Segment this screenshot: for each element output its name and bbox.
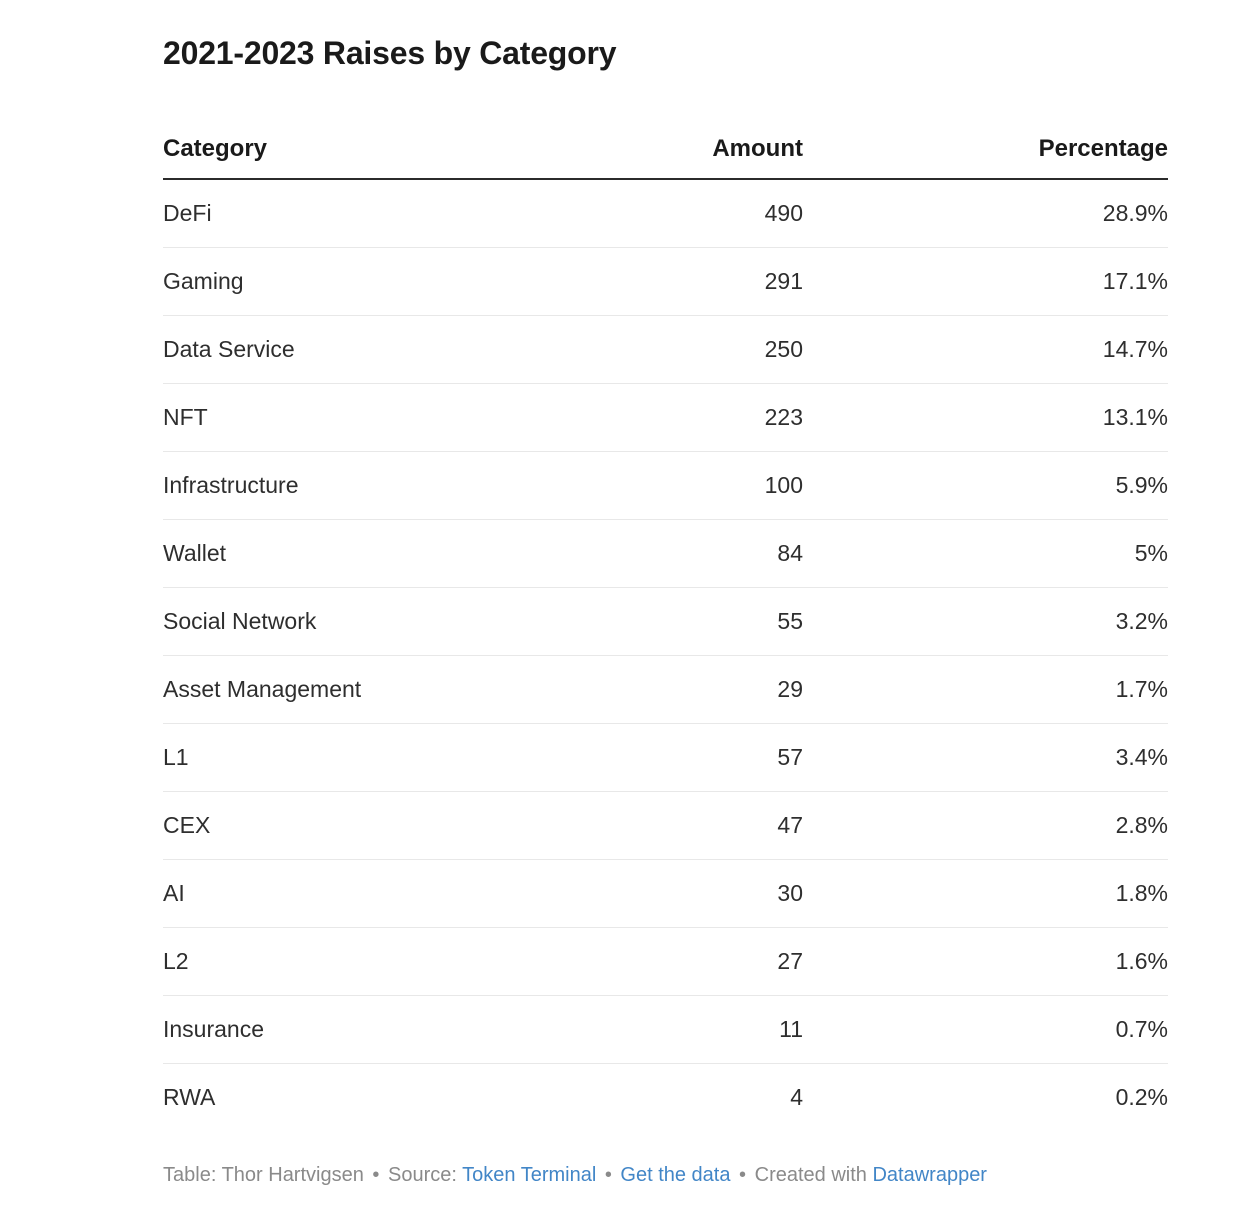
- cell-amount: 223: [603, 383, 803, 452]
- footer-bullet: •: [372, 1164, 380, 1186]
- cell-amount: 55: [603, 587, 803, 656]
- cell-category: L2: [163, 927, 603, 996]
- cell-amount: 100: [603, 451, 803, 520]
- cell-amount: 57: [603, 723, 803, 792]
- cell-amount: 27: [603, 927, 803, 996]
- cell-category: CEX: [163, 791, 603, 860]
- cell-percentage: 1.6%: [803, 927, 1168, 996]
- datawrapper-link[interactable]: Datawrapper: [872, 1164, 987, 1186]
- cell-percentage: 13.1%: [803, 383, 1168, 452]
- footer-bullet: •: [739, 1164, 747, 1186]
- footer: Table: Thor Hartvigsen • Source: Token T…: [163, 1162, 1168, 1188]
- table-header: Category Amount Percentage: [163, 120, 1168, 180]
- cell-percentage: 14.7%: [803, 315, 1168, 384]
- footer-created-with-label: Created with: [754, 1164, 867, 1186]
- cell-category: Insurance: [163, 995, 603, 1064]
- footer-source-label: Source:: [387, 1164, 457, 1186]
- table-row: Insurance 11 0.7%: [163, 995, 1168, 1064]
- cell-category: Asset Management: [163, 655, 603, 724]
- table-header-row: Category Amount Percentage: [163, 120, 1168, 180]
- cell-category: Wallet: [163, 519, 603, 588]
- cell-amount: 84: [603, 519, 803, 588]
- cell-category: Data Service: [163, 315, 603, 384]
- table-row: Asset Management 29 1.7%: [163, 655, 1168, 724]
- get-the-data-link[interactable]: Get the data: [620, 1164, 731, 1186]
- cell-amount: 29: [603, 655, 803, 724]
- table-body: DeFi 490 28.9% Gaming 291 17.1% Data Service 25…: [163, 179, 1168, 1131]
- cell-percentage: 28.9%: [803, 179, 1168, 248]
- cell-category: Infrastructure: [163, 451, 603, 520]
- table-row: NFT 223 13.1%: [163, 383, 1168, 452]
- column-header-amount: Amount: [603, 120, 803, 180]
- table-row: L1 57 3.4%: [163, 723, 1168, 792]
- cell-category: RWA: [163, 1084, 216, 1110]
- page-title: 2021-2023 Raises by Category: [163, 35, 617, 71]
- cell-percentage: 1.7%: [803, 655, 1168, 724]
- cell-category: Gaming: [163, 247, 603, 316]
- source-link[interactable]: Token Terminal: [462, 1164, 597, 1186]
- table-row: Social Network 55 3.2%: [163, 587, 1168, 656]
- table-row: Infrastructure 100 5.9%: [163, 451, 1168, 520]
- cell-percentage: 3.2%: [803, 587, 1168, 656]
- cell-category: DeFi: [163, 179, 603, 248]
- footer-bullet: •: [604, 1164, 612, 1186]
- cell-amount: 30: [603, 859, 803, 928]
- column-header-percentage: Percentage: [803, 120, 1168, 180]
- cell-amount: 47: [603, 791, 803, 860]
- cell-percentage: 17.1%: [803, 247, 1168, 316]
- table-row: Wallet 84 5%: [163, 519, 1168, 588]
- cell-category: L1: [163, 723, 603, 792]
- cell-percentage: 5.9%: [803, 451, 1168, 520]
- cell-percentage: 0.7%: [803, 995, 1168, 1064]
- cell-amount: 291: [603, 247, 803, 316]
- table-row: CEX 47 2.8%: [163, 791, 1168, 860]
- cell-category: Social Network: [163, 587, 603, 656]
- cell-category: AI: [163, 859, 603, 928]
- cell-amount: 490: [603, 179, 803, 248]
- cell-percentage: 2.8%: [803, 791, 1168, 860]
- column-header-category: Category: [163, 120, 603, 180]
- table-row: Gaming 291 17.1%: [163, 247, 1168, 316]
- cell-amount: 250: [603, 315, 803, 384]
- cell-amount: 11: [603, 995, 803, 1064]
- table-row: L2 27 1.6%: [163, 927, 1168, 996]
- cell-percentage: 1.8%: [803, 859, 1168, 928]
- cell-percentage: 0.2%: [1115, 1084, 1168, 1110]
- cell-percentage: 3.4%: [803, 723, 1168, 792]
- cell-category: NFT: [163, 383, 603, 452]
- cell-percentage: 5%: [803, 519, 1168, 588]
- table-row: Data Service 250 14.7%: [163, 315, 1168, 384]
- cell-amount: 4: [790, 1084, 803, 1110]
- table-row: RWA 4 0.2%: [163, 1064, 1168, 1132]
- footer-attribution: Table: Thor Hartvigsen: [163, 1164, 364, 1186]
- raises-table: Category Amount Percentage DeFi 490 28.9% G…: [163, 120, 1168, 1131]
- table-row: AI 30 1.8%: [163, 859, 1168, 928]
- table-row: DeFi 490 28.9%: [163, 179, 1168, 248]
